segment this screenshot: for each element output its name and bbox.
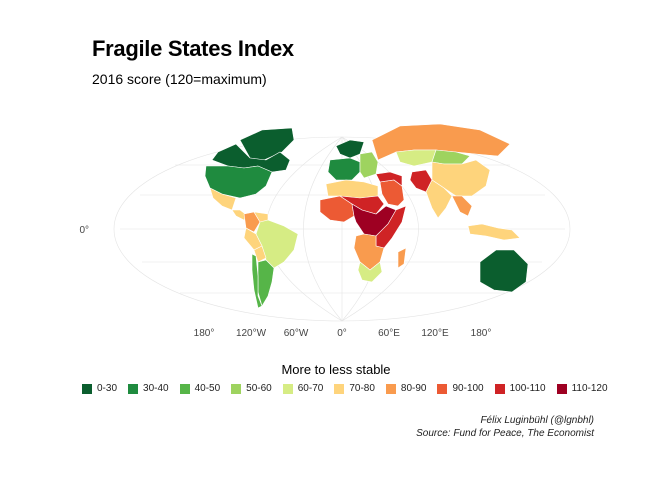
legend-label: 70-80 — [349, 383, 375, 394]
legend-title: More to less stable — [281, 362, 391, 377]
legend-swatch — [556, 383, 567, 394]
region-usa — [204, 165, 273, 199]
legend-swatch — [128, 383, 139, 394]
legend-item: 40-50 — [179, 383, 221, 394]
region-india — [425, 179, 453, 219]
region-madagascar — [397, 247, 407, 269]
legend-item: 110-120 — [556, 383, 608, 394]
x-tick-label: 60°E — [378, 328, 400, 339]
legend-item: 50-60 — [231, 383, 272, 394]
region-western-europe — [327, 157, 361, 181]
region-australia — [479, 249, 529, 293]
legend-label: 100-110 — [509, 383, 546, 394]
legend-swatch — [437, 383, 448, 394]
region-south-africa — [357, 261, 383, 283]
legend-swatch — [82, 383, 92, 394]
legend-label: 110-120 — [571, 383, 608, 394]
legend-label: 30-40 — [143, 383, 169, 394]
region-colombia — [243, 211, 261, 233]
region-bolivia — [253, 245, 267, 263]
legend-item: 30-40 — [128, 383, 169, 394]
legend-swatch — [385, 383, 396, 394]
legend-item: 80-90 — [385, 383, 427, 394]
region-indonesia — [467, 223, 521, 241]
legend-label: 40-50 — [194, 383, 221, 394]
x-tick-label: 60°W — [284, 328, 309, 339]
x-tick-label: 120°E — [421, 328, 449, 339]
legend-label: 0-30 — [97, 383, 118, 394]
legend-label: 60-70 — [297, 383, 324, 394]
x-tick-label: 0° — [337, 328, 347, 339]
legend: 0-30 30-40 40-50 50-60 60-70 70-80 80-90… — [82, 383, 619, 394]
legend-item: 100-110 — [494, 383, 546, 394]
x-tick-label: 120°W — [236, 328, 267, 339]
map-subtitle: 2016 score (120=maximum) — [92, 71, 267, 87]
legend-swatch — [231, 383, 242, 394]
legend-label: 80-90 — [400, 383, 427, 394]
legend-swatch — [179, 383, 190, 394]
legend-swatch — [334, 383, 345, 394]
map-title: Fragile States Index — [92, 36, 294, 61]
regions-layer — [204, 123, 529, 309]
legend-item: 70-80 — [334, 383, 375, 394]
legend-item: 90-100 — [437, 383, 484, 394]
legend-item: 60-70 — [282, 383, 324, 394]
region-kazakhstan — [395, 149, 437, 167]
region-chile — [251, 253, 263, 309]
region-eastern-europe — [359, 151, 379, 179]
region-argentina — [257, 259, 275, 307]
legend-item: 0-30 — [82, 383, 117, 394]
legend-swatch — [282, 383, 293, 394]
legend-label: 50-60 — [246, 383, 272, 394]
caption-author: Félix Luginbühl (@lgnbhl) — [480, 415, 594, 426]
region-greenland — [239, 127, 295, 161]
x-tick-label: 180° — [471, 328, 492, 339]
legend-swatch — [494, 383, 505, 394]
y-tick-label: 0° — [79, 225, 89, 236]
caption-source: Source: Fund for Peace, The Economist — [416, 428, 594, 439]
legend-label: 90-100 — [452, 383, 484, 394]
region-iraq-syria — [375, 171, 403, 187]
region-north-africa — [325, 179, 379, 199]
region-southern-africa — [353, 233, 385, 271]
x-tick-label: 180° — [194, 328, 215, 339]
region-southeast-asia — [451, 195, 473, 217]
